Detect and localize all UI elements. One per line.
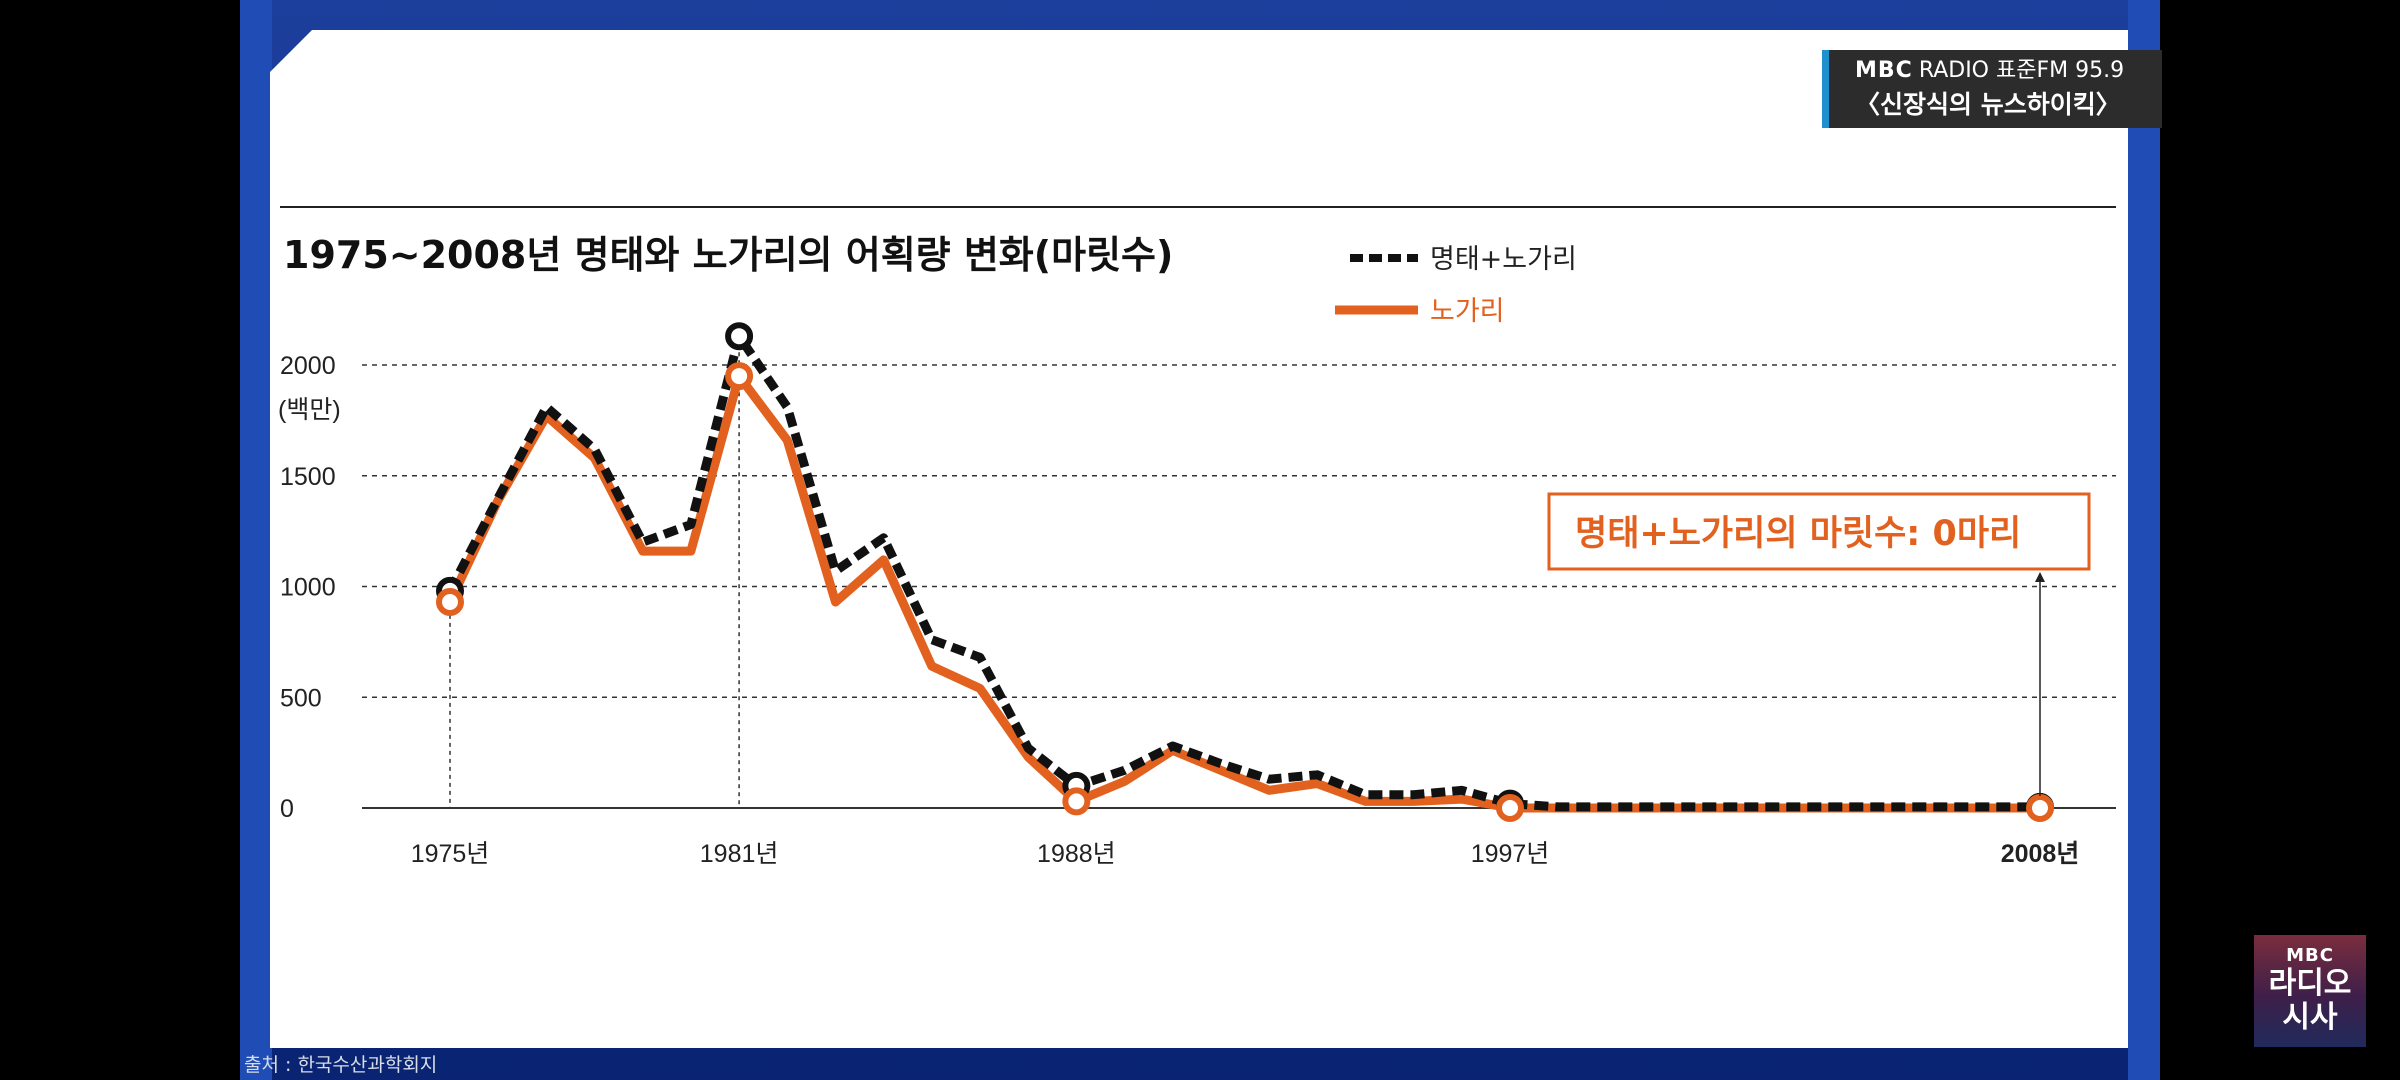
series-group [445, 331, 2040, 813]
callout-box [1547, 492, 2091, 571]
badge-brand: MBC [1855, 58, 1913, 83]
markers-group [436, 322, 2054, 822]
badge-line1: RADIO 표준FM 95.9 [1918, 58, 2125, 83]
series-line-total [446, 331, 2040, 812]
marker-nogari-1997 [1496, 794, 1524, 822]
y-tick-label-500: 500 [280, 684, 322, 712]
marker-nogari-1975 [436, 588, 464, 617]
station-badge: MBC RADIO 표준FM 95.9 〈신장식의 뉴스하이킥〉 [1822, 50, 2162, 128]
chart-title: 1975~2008년 명태와 노가리의 어획량 변화(마릿수) [283, 233, 1173, 277]
frame-edge-right [2128, 0, 2160, 1080]
callout-text: 명태+노가리의 마릿수: 0마리 [1575, 514, 2021, 554]
x-tick-label-1981: 1981년 [700, 840, 779, 868]
y-tick-label-1000: 1000 [280, 574, 336, 602]
marker-nogari-1988 [1062, 787, 1091, 816]
y-tick-label-1500: 1500 [280, 463, 336, 491]
marker-total-1981 [725, 322, 754, 351]
frame-edge-left [240, 0, 272, 1080]
x-ticks: 1975년 1981년 1988년 1997년 2008년 [411, 840, 2080, 868]
callout-arrowhead [2035, 572, 2045, 582]
logo-brand: MBC [2286, 945, 2334, 966]
y-tick-label-2000: 2000 [280, 352, 336, 380]
source-caption: 출처 : 한국수산과학회지 [244, 1054, 438, 1076]
marker-nogari-1981 [725, 362, 754, 391]
grid [362, 364, 2116, 809]
program-logo: MBC 라디오 시사 [2254, 935, 2366, 1047]
x-tick-label-1988: 1988년 [1037, 840, 1116, 868]
y-tick-label-0: 0 [280, 795, 294, 823]
legend-label-nogari: 노가리 [1430, 296, 1505, 327]
guide-lines [449, 336, 740, 808]
logo-line2: 시사 [2282, 1000, 2338, 1035]
legend-label-total: 명태+노가리 [1430, 244, 1577, 275]
logo-line1: 라디오 [2268, 966, 2352, 1001]
x-tick-label-1975: 1975년 [411, 840, 490, 868]
y-ticks: 2000 1500 1000 500 0 [280, 352, 336, 823]
marker-nogari-2008 [2026, 794, 2054, 822]
x-tick-label-2008: 2008년 [2001, 840, 2080, 868]
badge-line2: 〈신장식의 뉴스하이킥〉 [1855, 90, 2121, 119]
series-line-nogari [445, 371, 2040, 813]
x-tick-label-1997: 1997년 [1471, 840, 1550, 868]
y-unit-label: (백만) [278, 396, 341, 424]
